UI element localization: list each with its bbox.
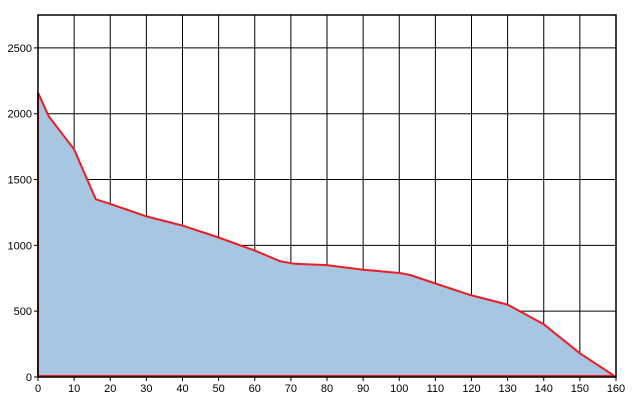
- x-tick-label: 80: [321, 383, 333, 395]
- x-tick-label: 40: [176, 383, 188, 395]
- x-tick-label: 110: [427, 383, 445, 395]
- y-tick-label: 1500: [8, 175, 32, 187]
- y-tick-label: 2000: [8, 109, 32, 121]
- x-tick-label: 150: [571, 383, 589, 395]
- x-tick-label: 120: [462, 383, 480, 395]
- x-tick-label: 30: [140, 383, 152, 395]
- x-tick-label: 50: [213, 383, 225, 395]
- x-tick-label: 0: [35, 383, 41, 395]
- series-line: [37, 92, 617, 378]
- y-tick-label: 1000: [8, 240, 32, 252]
- x-tick-label: 20: [104, 383, 116, 395]
- x-tick-label: 60: [249, 383, 261, 395]
- y-axis-ticks: 0 500 1000 1500 2000 2500: [8, 43, 38, 384]
- x-tick-label: 90: [357, 383, 369, 395]
- x-tick-label: 130: [498, 383, 516, 395]
- x-tick-label: 70: [285, 383, 297, 395]
- x-axis-ticks: 0 10 20 30 40 50 60 70 80 90 100 110 120 130 140 150 160: [35, 377, 625, 395]
- x-tick-label: 160: [607, 383, 625, 395]
- x-tick-label: 10: [68, 383, 80, 395]
- x-tick-label: 140: [535, 383, 553, 395]
- y-tick-label: 2500: [8, 43, 32, 55]
- series-area-fill: [38, 92, 616, 377]
- y-tick-label: 0: [26, 372, 32, 384]
- y-tick-label: 500: [14, 306, 32, 318]
- x-tick-label: 100: [390, 383, 408, 395]
